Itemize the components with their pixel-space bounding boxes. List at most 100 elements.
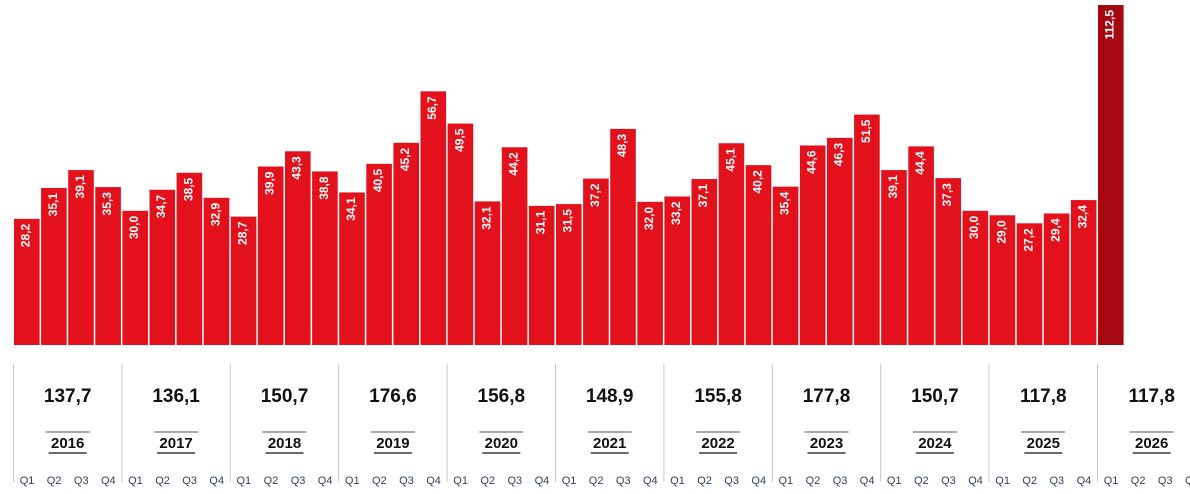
year-total: 176,6: [369, 386, 417, 407]
quarter-label: Q1: [20, 475, 35, 487]
value-label: 34,1: [344, 197, 358, 221]
value-label: 35,4: [778, 191, 792, 215]
quarter-label: Q1: [453, 475, 468, 487]
quarter-label: Q3: [291, 475, 306, 487]
bar: [718, 143, 745, 345]
year-total: 148,9: [586, 386, 634, 407]
quarter-label: Q2: [697, 475, 712, 487]
quarter-label: Q3: [1158, 475, 1173, 487]
quarter-label: Q2: [155, 475, 170, 487]
bar: [583, 178, 609, 345]
year-total: 156,8: [478, 386, 526, 407]
value-label: 30,0: [127, 215, 141, 239]
quarter-label: Q1: [779, 475, 794, 487]
value-label: 38,5: [181, 177, 195, 201]
value-label: 30,0: [967, 215, 981, 239]
value-label: 40,5: [371, 168, 385, 192]
value-label: 37,3: [940, 183, 954, 207]
year-label: 2025: [1027, 435, 1060, 452]
plot-area: 28,2 35,1 39,1 35,3 30,0 34,7 38,5 32,9 28,7 39,9…: [14, 5, 1124, 346]
bar: [203, 197, 230, 345]
value-label: 29,0: [994, 220, 1008, 244]
quarter-label: Q2: [372, 475, 387, 487]
year-label: 2019: [376, 435, 409, 452]
quarter-label: Q3: [616, 475, 631, 487]
bar: [95, 187, 121, 345]
quarter-label: Q2: [47, 475, 62, 487]
quarter-label: Q2: [589, 475, 604, 487]
bar: [68, 170, 94, 345]
year-total: 150,7: [911, 386, 959, 407]
value-label: 46,3: [832, 143, 846, 167]
quarter-label: Q4: [751, 475, 766, 487]
year-label: 2022: [701, 435, 734, 452]
value-label: 51,5: [859, 119, 873, 143]
bar: [420, 91, 447, 345]
value-label: 44,4: [913, 151, 927, 175]
quarter-label: Q4: [1077, 475, 1092, 487]
bar: [745, 165, 772, 345]
year-label: 2021: [593, 435, 626, 452]
quarter-label: Q2: [914, 475, 929, 487]
quarter-label: Q4: [1185, 475, 1190, 487]
quarter-label: Q3: [182, 475, 197, 487]
bar: [854, 114, 880, 346]
quarter-label: Q4: [643, 475, 658, 487]
bar: [610, 128, 636, 345]
year-total: 137,7: [44, 386, 92, 407]
bar: [501, 147, 528, 345]
quarter-label: Q4: [535, 475, 550, 487]
value-label: 35,1: [46, 193, 60, 217]
quarter-label: Q3: [508, 475, 523, 487]
bar: [176, 172, 203, 345]
value-label: 38,8: [317, 176, 331, 200]
value-label: 28,7: [236, 221, 250, 245]
value-label: 49,5: [452, 128, 466, 152]
value-label: 44,2: [507, 152, 521, 176]
quarter-label: Q1: [670, 475, 685, 487]
quarter-label: Q3: [1050, 475, 1065, 487]
quarter-label: Q3: [941, 475, 956, 487]
quarter-label: Q4: [101, 475, 116, 487]
value-label: 31,1: [534, 211, 548, 235]
quarter-label: Q4: [318, 475, 333, 487]
value-label: 34,7: [154, 194, 168, 218]
value-label: 35,3: [100, 192, 114, 216]
bar: [366, 163, 392, 345]
value-label: 31,5: [561, 209, 575, 233]
bar: [339, 192, 365, 345]
bar: [691, 179, 718, 345]
value-label: 43,3: [290, 156, 304, 180]
year-label: 2017: [159, 435, 192, 452]
quarter-label: Q1: [345, 475, 360, 487]
value-label: 39,1: [886, 175, 900, 199]
year-label: 2023: [810, 435, 843, 452]
quarter-label: Q3: [833, 475, 848, 487]
value-label: 56,7: [425, 96, 439, 120]
value-label: 32,0: [642, 207, 656, 231]
bar: [149, 189, 176, 345]
quarter-label: Q4: [860, 475, 875, 487]
value-label: 37,2: [588, 183, 602, 207]
quarter-label: Q3: [724, 475, 739, 487]
value-label: 32,4: [1076, 205, 1090, 229]
quarter-label: Q1: [1104, 475, 1119, 487]
quarter-label: Q2: [480, 475, 495, 487]
quarter-label: Q2: [806, 475, 821, 487]
bar: [447, 123, 474, 345]
quarter-label: Q2: [1022, 475, 1037, 487]
value-label: 39,1: [73, 175, 87, 199]
bar: [1070, 200, 1097, 345]
year-total: 177,8: [803, 386, 851, 407]
quarter-label: Q1: [995, 475, 1010, 487]
quarter-label: Q1: [237, 475, 252, 487]
bar: [799, 145, 826, 345]
value-label: 112,5: [1103, 10, 1117, 40]
bar: [935, 178, 961, 345]
value-label: 45,2: [398, 147, 412, 171]
year-total: 150,7: [261, 386, 309, 407]
year-total: 155,8: [694, 386, 742, 407]
quarter-label: Q4: [968, 475, 983, 487]
quarter-label: Q3: [74, 475, 89, 487]
